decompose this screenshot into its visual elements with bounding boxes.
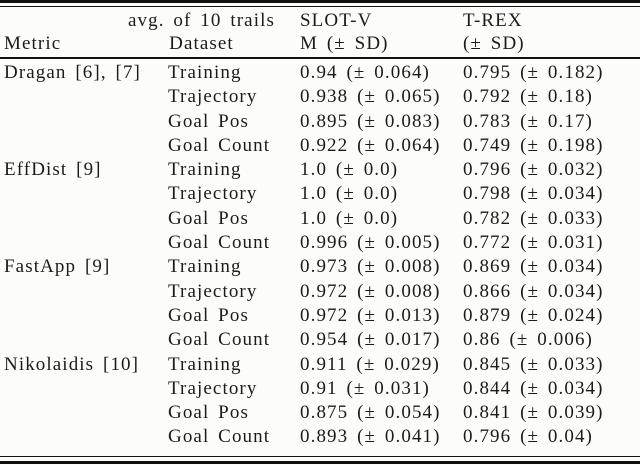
dataset-cell: Training <box>168 61 300 85</box>
trex-value: 0.772 (± 0.031) <box>463 231 640 255</box>
metric-cell <box>0 425 168 449</box>
trex-value: 0.866 (± 0.034) <box>463 280 640 304</box>
metric-cell <box>0 401 168 425</box>
header-trex-line2: (± SD) <box>463 32 640 55</box>
metric-cell <box>0 328 168 352</box>
bottom-rule-thick <box>0 461 640 465</box>
table-row: Trajectory 0.938 (± 0.065) 0.792 (± 0.18… <box>0 85 640 109</box>
top-rule-thick <box>0 0 640 3</box>
slotv-value: 0.996 (± 0.005) <box>300 231 463 255</box>
dataset-cell: Trajectory <box>168 85 300 109</box>
dataset-cell: Goal Pos <box>168 207 300 231</box>
dataset-cell: Goal Count <box>168 328 300 352</box>
trex-value: 0.796 (± 0.032) <box>463 158 640 182</box>
metric-cell: EffDist [9] <box>0 158 168 182</box>
slotv-value: 1.0 (± 0.0) <box>300 182 463 206</box>
table-row: Trajectory 0.972 (± 0.008) 0.866 (± 0.03… <box>0 280 640 304</box>
metric-cell <box>0 182 168 206</box>
header-slotv-line1: SLOT-V <box>300 9 463 32</box>
dataset-cell: Goal Pos <box>168 304 300 328</box>
table-row: Trajectory 0.91 (± 0.031) 0.844 (± 0.034… <box>0 377 640 401</box>
slotv-value: 0.875 (± 0.054) <box>300 401 463 425</box>
slotv-value: 0.893 (± 0.041) <box>300 425 463 449</box>
metric-cell <box>0 231 168 255</box>
metric-cell: Nikolaidis [10] <box>0 353 168 377</box>
table-row: Goal Count 0.996 (± 0.005) 0.772 (± 0.03… <box>0 231 640 255</box>
metric-cell <box>0 110 168 134</box>
trex-value: 0.845 (± 0.033) <box>463 353 640 377</box>
metric-cell <box>0 280 168 304</box>
metric-cell <box>0 85 168 109</box>
bottom-rule-thin <box>0 456 640 458</box>
metric-cell: FastApp [9] <box>0 255 168 279</box>
table-row: Trajectory 1.0 (± 0.0) 0.798 (± 0.034) <box>0 182 640 206</box>
slotv-value: 0.972 (± 0.008) <box>300 280 463 304</box>
slotv-value: 0.895 (± 0.083) <box>300 110 463 134</box>
table-row: Goal Pos 0.895 (± 0.083) 0.783 (± 0.17) <box>0 110 640 134</box>
slotv-value: 1.0 (± 0.0) <box>300 207 463 231</box>
trex-value: 0.86 (± 0.006) <box>463 328 640 352</box>
table-row: Goal Pos 0.972 (± 0.013) 0.879 (± 0.024) <box>0 304 640 328</box>
slotv-value: 0.972 (± 0.013) <box>300 304 463 328</box>
dataset-cell: Goal Count <box>168 425 300 449</box>
table-body: Dragan [6], [7] Training 0.94 (± 0.064) … <box>0 61 640 450</box>
header-dataset-cell: avg. of 10 trails Dataset <box>168 9 300 55</box>
header-trex-cell: T-REX (± SD) <box>463 9 640 55</box>
trex-value: 0.782 (± 0.033) <box>463 207 640 231</box>
table-header: Metric avg. of 10 trails Dataset SLOT-V … <box>0 9 640 55</box>
table-row: Goal Pos 1.0 (± 0.0) 0.782 (± 0.033) <box>0 207 640 231</box>
dataset-cell: Trajectory <box>168 182 300 206</box>
trex-value: 0.869 (± 0.034) <box>463 255 640 279</box>
trex-value: 0.792 (± 0.18) <box>463 85 640 109</box>
table-row: FastApp [9] Training 0.973 (± 0.008) 0.8… <box>0 255 640 279</box>
header-divider-rule <box>0 57 640 59</box>
table-row: EffDist [9] Training 1.0 (± 0.0) 0.796 (… <box>0 158 640 182</box>
dataset-cell: Goal Count <box>168 134 300 158</box>
slotv-value: 0.911 (± 0.029) <box>300 353 463 377</box>
header-slotv-line2: M (± SD) <box>300 32 463 55</box>
slotv-value: 0.922 (± 0.064) <box>300 134 463 158</box>
trex-value: 0.879 (± 0.024) <box>463 304 640 328</box>
slotv-value: 0.938 (± 0.065) <box>300 85 463 109</box>
metric-cell: Dragan [6], [7] <box>0 61 168 85</box>
dataset-cell: Trajectory <box>168 280 300 304</box>
results-table: Metric avg. of 10 trails Dataset SLOT-V … <box>0 0 640 465</box>
dataset-cell: Goal Pos <box>168 401 300 425</box>
dataset-cell: Trajectory <box>168 377 300 401</box>
slotv-value: 0.94 (± 0.064) <box>300 61 463 85</box>
trex-value: 0.798 (± 0.034) <box>463 182 640 206</box>
header-slotv-cell: SLOT-V M (± SD) <box>300 9 463 55</box>
dataset-cell: Training <box>168 158 300 182</box>
slotv-value: 0.91 (± 0.031) <box>300 377 463 401</box>
top-rule-thin <box>0 6 640 8</box>
slotv-value: 0.973 (± 0.008) <box>300 255 463 279</box>
slotv-value: 0.954 (± 0.017) <box>300 328 463 352</box>
dataset-cell: Training <box>168 353 300 377</box>
metric-cell <box>0 377 168 401</box>
metric-cell <box>0 207 168 231</box>
table-row: Goal Pos 0.875 (± 0.054) 0.841 (± 0.039) <box>0 401 640 425</box>
trex-value: 0.795 (± 0.182) <box>463 61 640 85</box>
table-row: Dragan [6], [7] Training 0.94 (± 0.064) … <box>0 61 640 85</box>
dataset-cell: Goal Count <box>168 231 300 255</box>
header-trex-line1: T-REX <box>463 9 640 32</box>
trex-value: 0.844 (± 0.034) <box>463 377 640 401</box>
table-row: Goal Count 0.922 (± 0.064) 0.749 (± 0.19… <box>0 134 640 158</box>
dataset-cell: Training <box>168 255 300 279</box>
header-dataset-line1: avg. of 10 trails <box>128 9 275 32</box>
header-dataset-line2: Dataset <box>128 32 275 55</box>
trex-value: 0.749 (± 0.198) <box>463 134 640 158</box>
trex-value: 0.796 (± 0.04) <box>463 425 640 449</box>
trex-value: 0.783 (± 0.17) <box>463 110 640 134</box>
metric-cell <box>0 134 168 158</box>
dataset-cell: Goal Pos <box>168 110 300 134</box>
table-row: Nikolaidis [10] Training 0.911 (± 0.029)… <box>0 353 640 377</box>
slotv-value: 1.0 (± 0.0) <box>300 158 463 182</box>
metric-cell <box>0 304 168 328</box>
table-row: Goal Count 0.954 (± 0.017) 0.86 (± 0.006… <box>0 328 640 352</box>
trex-value: 0.841 (± 0.039) <box>463 401 640 425</box>
table-row: Goal Count 0.893 (± 0.041) 0.796 (± 0.04… <box>0 425 640 449</box>
